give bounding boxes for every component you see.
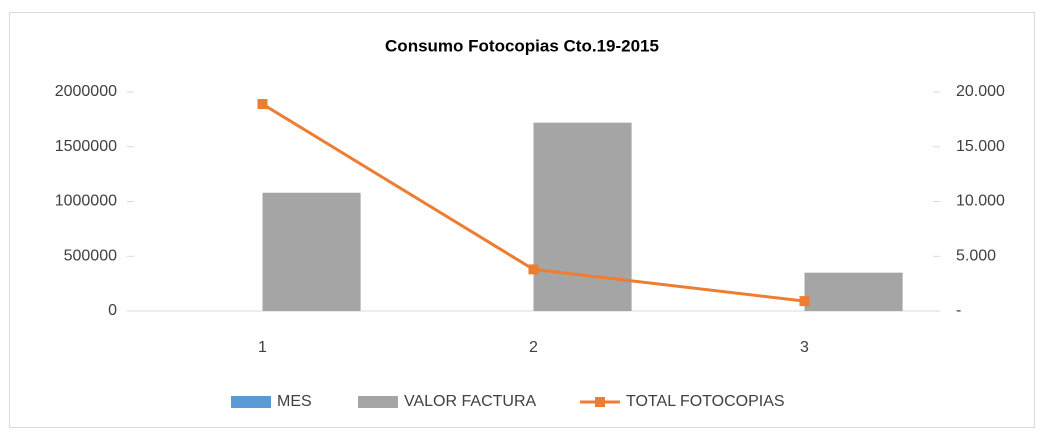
legend-marker (595, 397, 605, 407)
y2-tick-label: - (956, 302, 961, 319)
y2-tick-label: 20.000 (956, 83, 1005, 100)
line-marker (799, 296, 810, 307)
legend-label: MES (277, 393, 312, 410)
bar (533, 122, 632, 311)
x-tick-label: 2 (529, 339, 538, 356)
y-tick-label: 1000000 (55, 193, 117, 210)
y2-tick-label: 10.000 (956, 193, 1005, 210)
line-marker (257, 99, 268, 110)
x-tick-label: 1 (258, 339, 267, 356)
chart-title: Consumo Fotocopias Cto.19-2015 (385, 36, 659, 55)
chart-border (9, 12, 1035, 428)
legend-swatch (358, 396, 398, 408)
line-marker (528, 264, 539, 275)
legend-label: TOTAL FOTOCOPIAS (626, 393, 785, 410)
y-tick-label: 1500000 (55, 138, 117, 155)
bar (262, 192, 361, 311)
legend-label: VALOR FACTURA (404, 393, 537, 410)
legend-swatch (231, 396, 271, 408)
y-tick-label: 500000 (64, 247, 117, 264)
x-tick-label: 3 (800, 339, 809, 356)
y2-tick-label: 5.000 (956, 247, 996, 264)
y-tick-label: 0 (108, 302, 117, 319)
y-tick-label: 2000000 (55, 83, 117, 100)
y2-tick-label: 15.000 (956, 138, 1005, 155)
bar (804, 272, 903, 311)
